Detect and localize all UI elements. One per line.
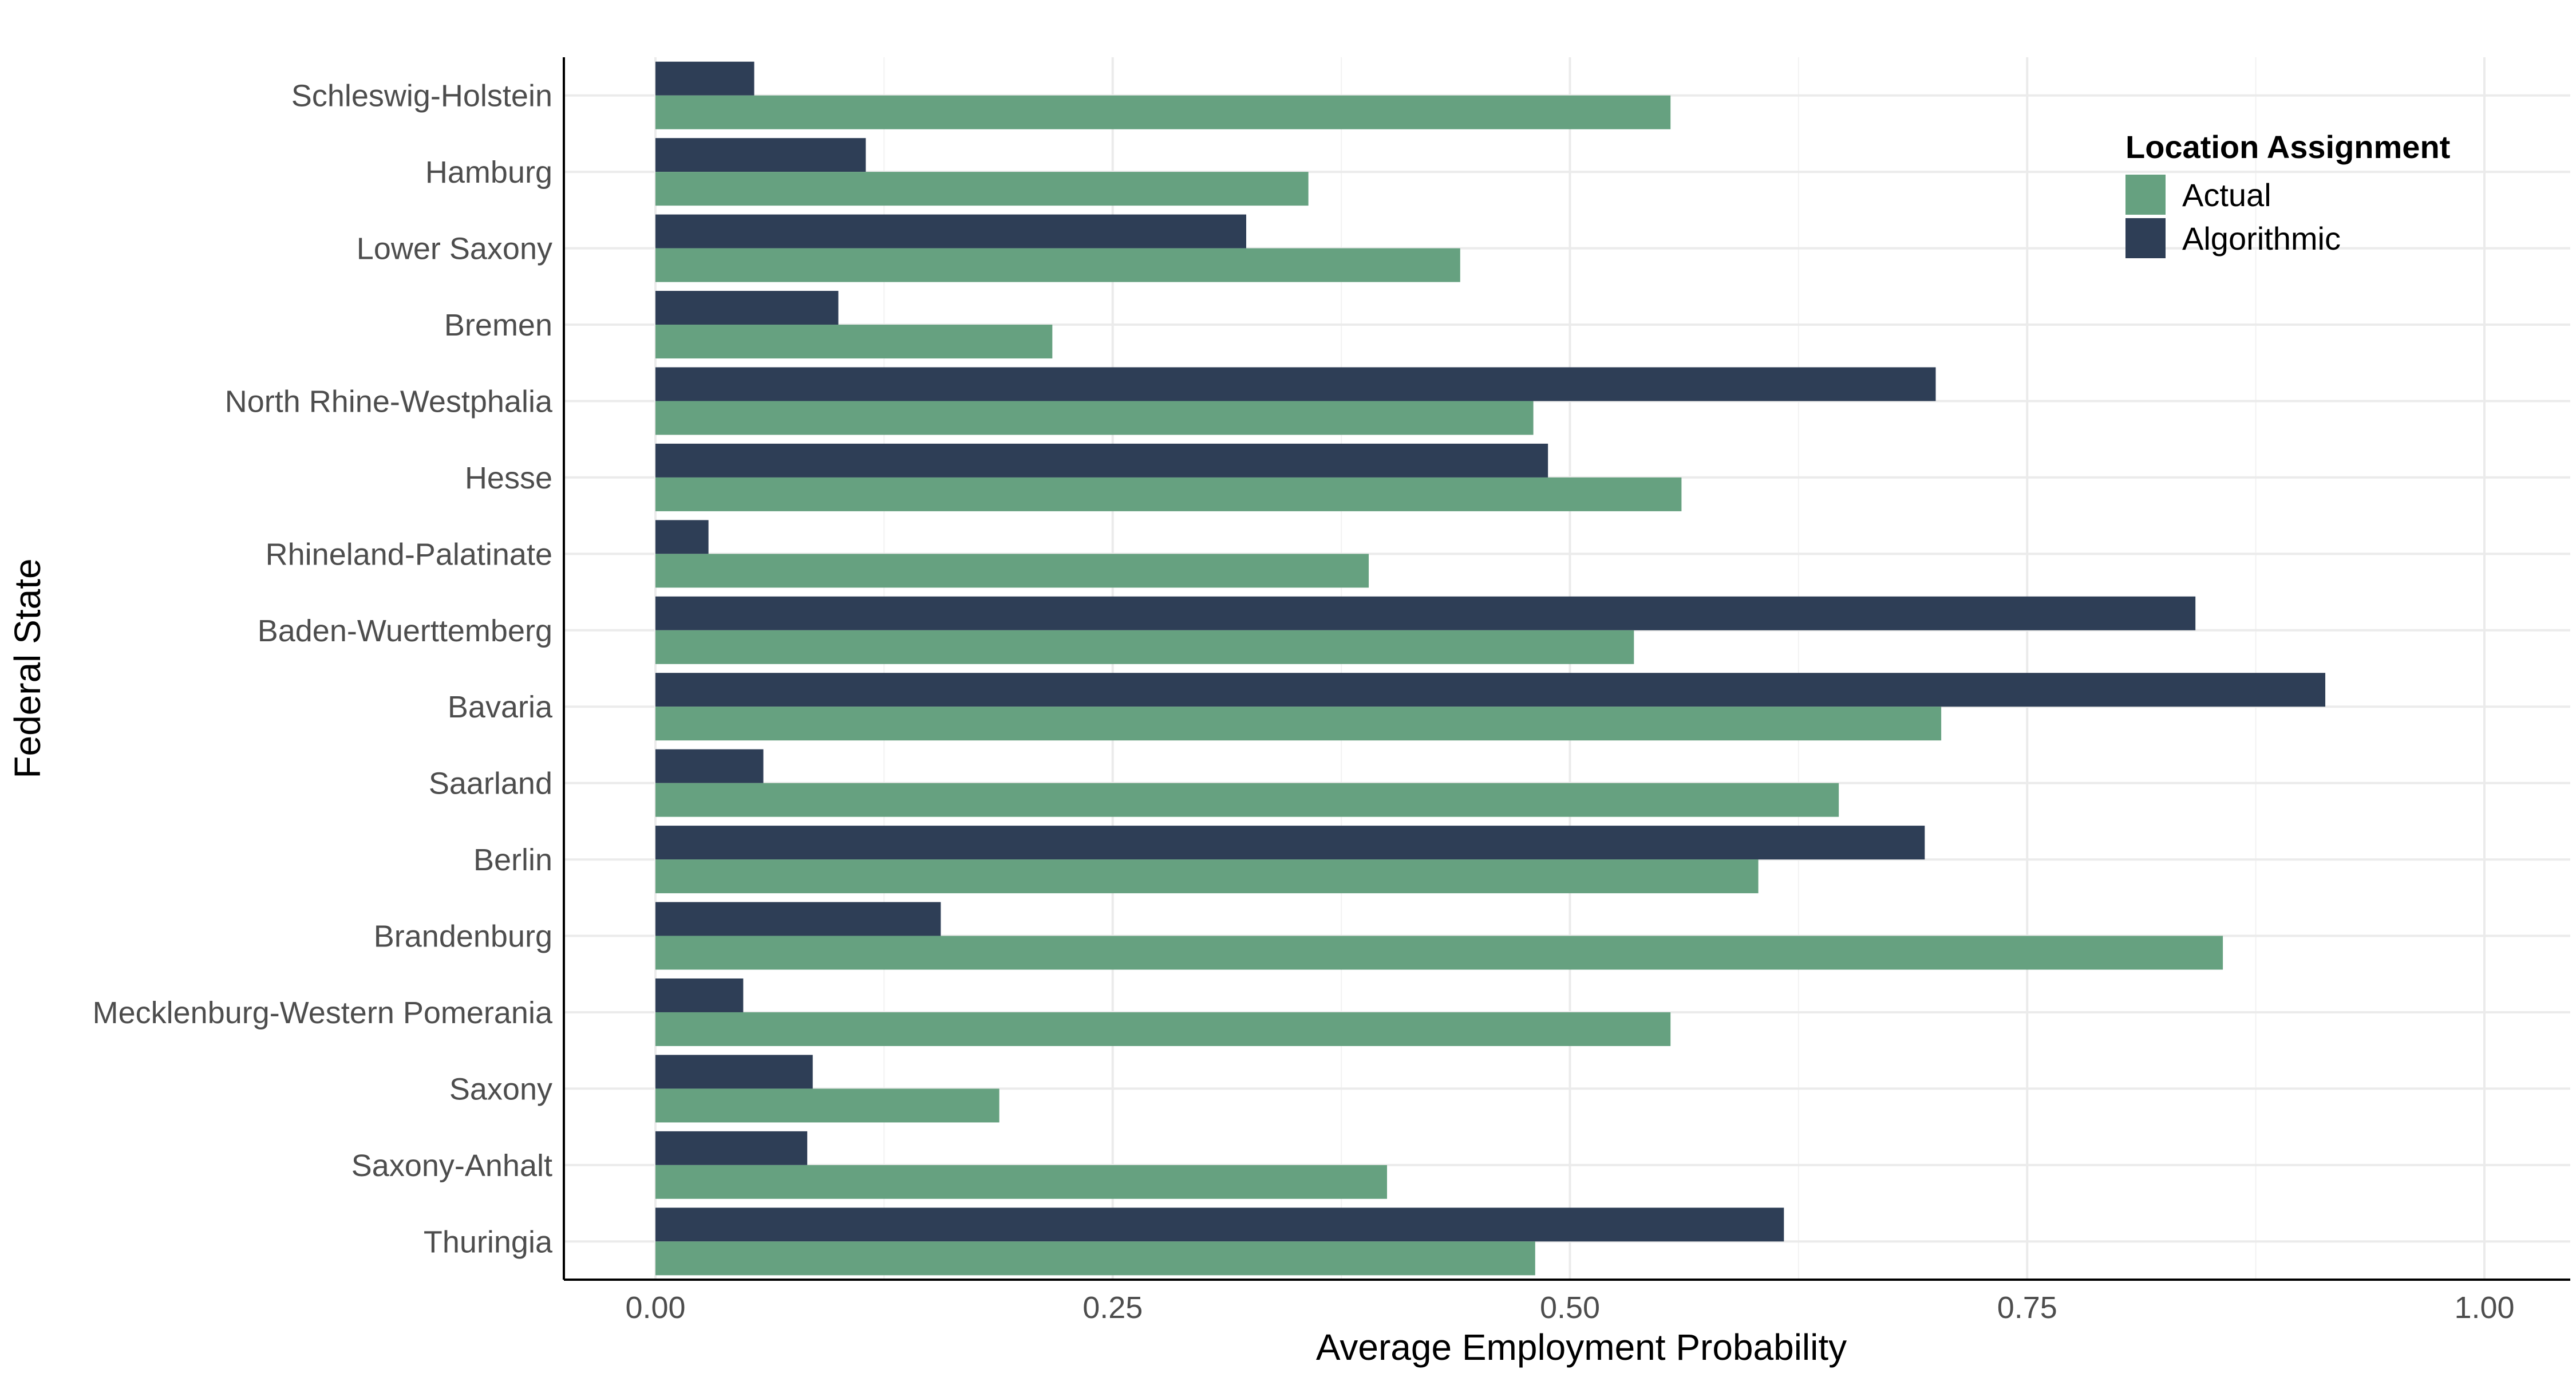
bar-actual	[655, 172, 1309, 206]
y-tick-label: Baden-Wuerttemberg	[258, 614, 552, 648]
y-tick-labels: Schleswig-Holstein Hamburg Lower Saxony Bre…	[93, 79, 553, 1260]
bar-algorithmic	[655, 367, 1936, 401]
legend-label-algorithmic: Algorithmic	[2182, 220, 2341, 257]
x-tick-labels: 0.00 0.25 0.50 0.75 1.00	[625, 1291, 2514, 1325]
bar-algorithmic	[655, 214, 1246, 248]
legend: Location Assignment Actual Algorithmic	[2125, 129, 2450, 258]
bar-actual	[655, 1012, 1671, 1046]
bar-algorithmic	[655, 520, 709, 554]
bar-actual	[655, 783, 1839, 817]
bar-actual	[655, 554, 1369, 588]
x-tick-label: 0.50	[1540, 1291, 1600, 1325]
bar-actual	[655, 1165, 1387, 1199]
y-tick-label: Lower Saxony	[357, 232, 552, 266]
x-tick-label: 0.00	[625, 1291, 685, 1325]
y-tick-label: Rhineland-Palatinate	[266, 537, 552, 571]
y-tick-label: Saxony-Anhalt	[351, 1149, 552, 1183]
bar-algorithmic	[655, 673, 2326, 707]
bar-algorithmic	[655, 61, 754, 96]
bar-algorithmic	[655, 749, 764, 783]
x-tick-label: 1.00	[2454, 1291, 2514, 1325]
y-tick-label: Bremen	[444, 308, 552, 342]
bar-algorithmic	[655, 443, 1548, 478]
y-tick-label: Berlin	[473, 843, 552, 877]
y-tick-label: Saxony	[449, 1072, 552, 1106]
y-tick-label: Hamburg	[425, 155, 552, 190]
y-axis-title: Federal State	[7, 558, 48, 778]
y-tick-label: North Rhine-Westphalia	[225, 384, 553, 419]
bar-algorithmic	[655, 138, 866, 172]
legend-label-actual: Actual	[2182, 177, 2271, 213]
x-tick-label: 0.25	[1082, 1291, 1143, 1325]
bar-actual	[655, 477, 1682, 511]
legend-title: Location Assignment	[2125, 129, 2450, 165]
legend-swatch-actual	[2125, 175, 2166, 215]
y-tick-label: Mecklenburg-Western Pomerania	[93, 996, 553, 1030]
bar-algorithmic	[655, 978, 744, 1012]
y-tick-label: Thuringia	[424, 1225, 553, 1259]
x-tick-label: 0.75	[1997, 1291, 2057, 1325]
legend-swatch-algorithmic	[2125, 218, 2166, 258]
bar-actual	[655, 630, 1634, 664]
bars	[655, 61, 2326, 1276]
bar-algorithmic	[655, 902, 941, 936]
bar-algorithmic	[655, 1055, 813, 1089]
bar-algorithmic	[655, 1131, 808, 1165]
x-axis-title: Average Employment Probability	[1316, 1327, 1847, 1368]
bar-actual	[655, 707, 1942, 741]
bar-actual	[655, 248, 1460, 282]
y-tick-label: Brandenburg	[374, 920, 552, 954]
bar-actual	[655, 95, 1671, 129]
y-tick-label: Bavaria	[448, 690, 553, 724]
bar-algorithmic	[655, 596, 2196, 630]
bar-actual	[655, 401, 1534, 435]
y-tick-label: Saarland	[429, 767, 552, 801]
bar-algorithmic	[655, 1208, 1784, 1242]
bar-algorithmic	[655, 291, 839, 325]
bar-actual	[655, 1241, 1535, 1276]
bar-algorithmic	[655, 826, 1925, 860]
y-tick-label: Schleswig-Holstein	[291, 79, 552, 113]
bar-actual	[655, 1088, 999, 1123]
y-tick-label: Hesse	[465, 461, 552, 495]
bar-actual	[655, 325, 1053, 359]
axes	[563, 57, 2570, 1281]
bar-actual	[655, 859, 1759, 894]
bar-actual	[655, 936, 2223, 970]
